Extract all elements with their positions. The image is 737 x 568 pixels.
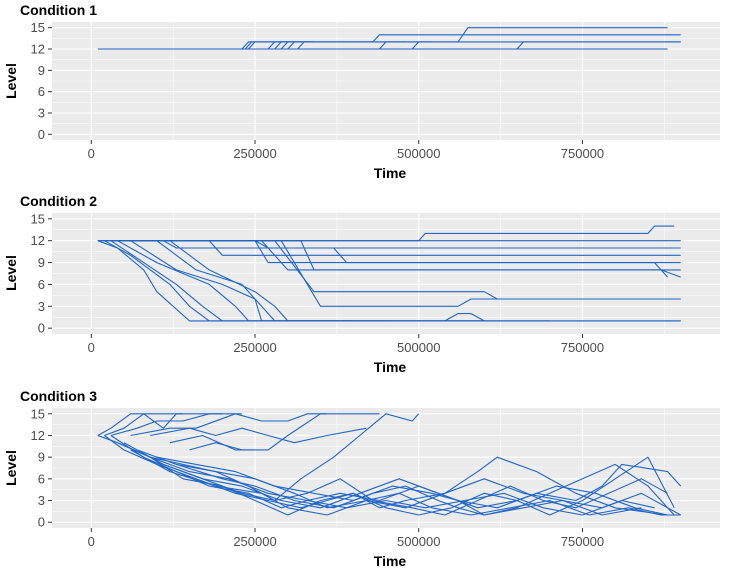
panel-condition-2: Condition 2 0 3 6 9 12 15 0 250000 500000 750000… [3, 193, 720, 375]
y-axis-condition-3: 0 3 6 9 12 15 [31, 406, 52, 530]
x-axis-title-condition-1: Time [374, 165, 407, 181]
panel-condition-3: Condition 3 0 3 6 9 12 15 0 250000 500000 750000… [3, 388, 720, 568]
panel-title-condition-3: Condition 3 [20, 388, 97, 404]
series-line-12 [516, 41, 681, 50]
x-tick-label: 500000 [397, 534, 440, 549]
panel-title-condition-1: Condition 1 [20, 2, 97, 18]
y-tick-label: 9 [38, 63, 45, 78]
series-line-11 [411, 41, 432, 50]
series-line-17 [163, 463, 668, 516]
series-line-3 [110, 413, 242, 437]
x-axis-condition-3: 0 250000 500000 750000 [88, 528, 604, 549]
y-tick-label: 12 [31, 233, 45, 248]
series-line-9 [297, 41, 314, 50]
series-line-18 [176, 463, 681, 516]
y-axis-title-condition-3: Level [3, 450, 19, 486]
y-tick-label: 12 [31, 428, 45, 443]
series-line-15 [150, 456, 655, 516]
x-tick-label: 0 [88, 340, 95, 355]
y-tick-label: 9 [38, 255, 45, 270]
series-line-4 [248, 27, 668, 50]
series-line-15 [130, 240, 485, 322]
series-line-13 [130, 449, 681, 516]
y-tick-label: 0 [38, 321, 45, 336]
series-group-condition-2 [97, 225, 681, 322]
x-axis-title-condition-3: Time [374, 553, 407, 568]
series-line-7 [189, 413, 380, 451]
x-tick-label: 250000 [233, 340, 276, 355]
series-line-5 [150, 427, 367, 444]
y-tick-label: 15 [31, 406, 45, 421]
x-tick-label: 0 [88, 146, 95, 161]
y-tick-label: 3 [38, 105, 45, 120]
series-line-14 [136, 449, 675, 516]
panel-title-condition-2: Condition 2 [20, 193, 97, 209]
x-tick-label: 0 [88, 534, 95, 549]
x-tick-label: 250000 [233, 534, 276, 549]
y-tick-label: 6 [38, 277, 45, 292]
y-tick-label: 0 [38, 515, 45, 530]
series-line-2 [104, 413, 223, 437]
x-tick-label: 250000 [233, 146, 276, 161]
y-tick-label: 12 [31, 42, 45, 57]
y-tick-label: 15 [31, 211, 45, 226]
series-line-10 [196, 240, 681, 307]
y-tick-label: 15 [31, 20, 45, 35]
series-line-17 [169, 240, 354, 322]
y-axis-condition-1: 0 3 6 9 12 15 [31, 20, 52, 142]
y-tick-label: 3 [38, 493, 45, 508]
y-tick-label: 0 [38, 127, 45, 142]
series-line-10 [379, 41, 406, 50]
series-line-2 [97, 225, 675, 242]
y-tick-label: 3 [38, 299, 45, 314]
panel-condition-1: Condition 1 0 3 6 9 12 15 0 250000 500000 750000… [3, 2, 720, 181]
y-tick-label: 6 [38, 84, 45, 99]
series-line-16 [156, 456, 642, 516]
y-axis-title-condition-1: Level [3, 63, 19, 99]
series-group-condition-1 [97, 27, 681, 50]
x-tick-label: 500000 [397, 340, 440, 355]
series-line-11 [117, 442, 675, 516]
y-tick-label: 6 [38, 471, 45, 486]
series-line-1 [97, 413, 183, 436]
x-axis-condition-2: 0 250000 500000 750000 [88, 334, 604, 355]
series-line-8 [287, 41, 308, 50]
y-axis-condition-2: 0 3 6 9 12 15 [31, 211, 52, 336]
x-tick-label: 750000 [561, 534, 604, 549]
x-tick-label: 750000 [561, 340, 604, 355]
x-axis-title-condition-2: Time [374, 359, 407, 375]
y-tick-label: 9 [38, 450, 45, 465]
series-line-4 [130, 413, 328, 437]
y-axis-title-condition-2: Level [3, 255, 19, 291]
x-axis-condition-1: 0 250000 500000 750000 [88, 140, 604, 161]
series-group-condition-3 [97, 413, 682, 516]
x-tick-label: 500000 [397, 146, 440, 161]
x-tick-label: 750000 [561, 146, 604, 161]
